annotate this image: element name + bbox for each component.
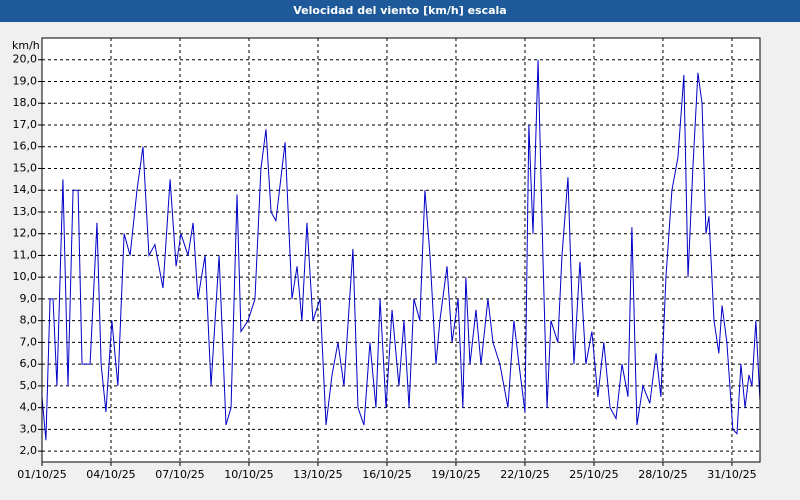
y-tick-label: 3,0: [20, 422, 38, 435]
x-tick-label: 28/10/25: [638, 468, 687, 481]
y-tick-label: 2,0: [20, 444, 38, 457]
y-tick-label: 13,0: [13, 205, 38, 218]
y-tick-label: 6,0: [20, 357, 38, 370]
plot-frame: [41, 37, 761, 463]
y-tick-label: 17,0: [13, 118, 38, 131]
y-tick-label: 12,0: [13, 227, 38, 240]
y-tick-label: 19,0: [13, 74, 38, 87]
plot-area: [41, 37, 761, 463]
x-tick-label: 31/10/25: [707, 468, 756, 481]
y-tick-label: 4,0: [20, 401, 38, 414]
chart-title: Velocidad del viento [km/h] escala: [293, 4, 506, 17]
y-tick-label: 16,0: [13, 140, 38, 153]
y-axis-label: km/h: [12, 39, 40, 52]
data-line: [41, 59, 761, 441]
x-tick-label: 19/10/25: [431, 468, 480, 481]
x-tick-label: 16/10/25: [362, 468, 411, 481]
title-bar: [0, 0, 800, 22]
y-tick-label: 5,0: [20, 379, 38, 392]
y-tick-label: 11,0: [13, 248, 38, 261]
y-tick-label: 7,0: [20, 335, 38, 348]
x-tick-label: 04/10/25: [86, 468, 135, 481]
x-tick-label: 10/10/25: [224, 468, 273, 481]
y-tick-label: 9,0: [20, 292, 38, 305]
x-tick-label: 13/10/25: [293, 468, 342, 481]
y-tick-label: 14,0: [13, 183, 38, 196]
x-tick-label: 07/10/25: [155, 468, 204, 481]
x-tick-label: 25/10/25: [569, 468, 618, 481]
y-tick-label: 8,0: [20, 314, 38, 327]
y-tick-label: 15,0: [13, 161, 38, 174]
y-tick-label: 18,0: [13, 96, 38, 109]
y-tick-label: 10,0: [13, 270, 38, 283]
x-tick-label: 22/10/25: [500, 468, 549, 481]
x-tick-label: 01/10/25: [17, 468, 66, 481]
y-tick-label: 20,0: [13, 53, 38, 66]
